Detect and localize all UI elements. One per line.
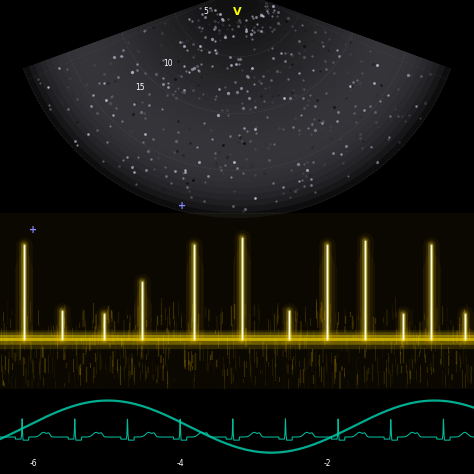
Polygon shape bbox=[208, 0, 266, 21]
Polygon shape bbox=[197, 0, 277, 33]
Polygon shape bbox=[68, 0, 406, 170]
Text: 15: 15 bbox=[135, 83, 145, 92]
Polygon shape bbox=[46, 0, 428, 194]
Polygon shape bbox=[124, 0, 350, 111]
Polygon shape bbox=[186, 0, 288, 45]
Polygon shape bbox=[152, 0, 322, 81]
Polygon shape bbox=[85, 0, 389, 153]
Polygon shape bbox=[35, 0, 439, 206]
Polygon shape bbox=[23, 0, 451, 218]
Polygon shape bbox=[135, 0, 339, 99]
Polygon shape bbox=[129, 0, 345, 105]
Text: -2: -2 bbox=[323, 459, 331, 468]
Text: -4: -4 bbox=[176, 459, 184, 468]
Polygon shape bbox=[79, 0, 395, 158]
Polygon shape bbox=[51, 0, 423, 188]
Text: -6: -6 bbox=[29, 459, 37, 468]
Polygon shape bbox=[113, 0, 361, 123]
Polygon shape bbox=[169, 0, 305, 63]
Polygon shape bbox=[107, 0, 367, 128]
Polygon shape bbox=[96, 0, 378, 141]
Polygon shape bbox=[163, 0, 311, 69]
Polygon shape bbox=[157, 0, 317, 75]
Polygon shape bbox=[202, 0, 272, 27]
Polygon shape bbox=[101, 0, 373, 135]
Polygon shape bbox=[57, 0, 417, 182]
Polygon shape bbox=[141, 0, 333, 93]
Polygon shape bbox=[91, 0, 383, 146]
Polygon shape bbox=[29, 0, 445, 212]
Bar bbox=[0, 389, 474, 474]
Bar bbox=[0, 213, 474, 389]
Polygon shape bbox=[63, 0, 411, 176]
Polygon shape bbox=[180, 0, 294, 51]
Polygon shape bbox=[174, 0, 300, 57]
Text: +: + bbox=[29, 225, 37, 235]
Polygon shape bbox=[146, 0, 328, 87]
Polygon shape bbox=[118, 0, 356, 117]
Text: 5: 5 bbox=[204, 8, 209, 16]
Polygon shape bbox=[40, 0, 434, 200]
Polygon shape bbox=[191, 0, 283, 39]
Text: 10: 10 bbox=[164, 60, 173, 68]
Polygon shape bbox=[214, 0, 260, 16]
Text: V: V bbox=[233, 7, 241, 17]
Text: +: + bbox=[178, 201, 187, 211]
Polygon shape bbox=[73, 0, 401, 164]
